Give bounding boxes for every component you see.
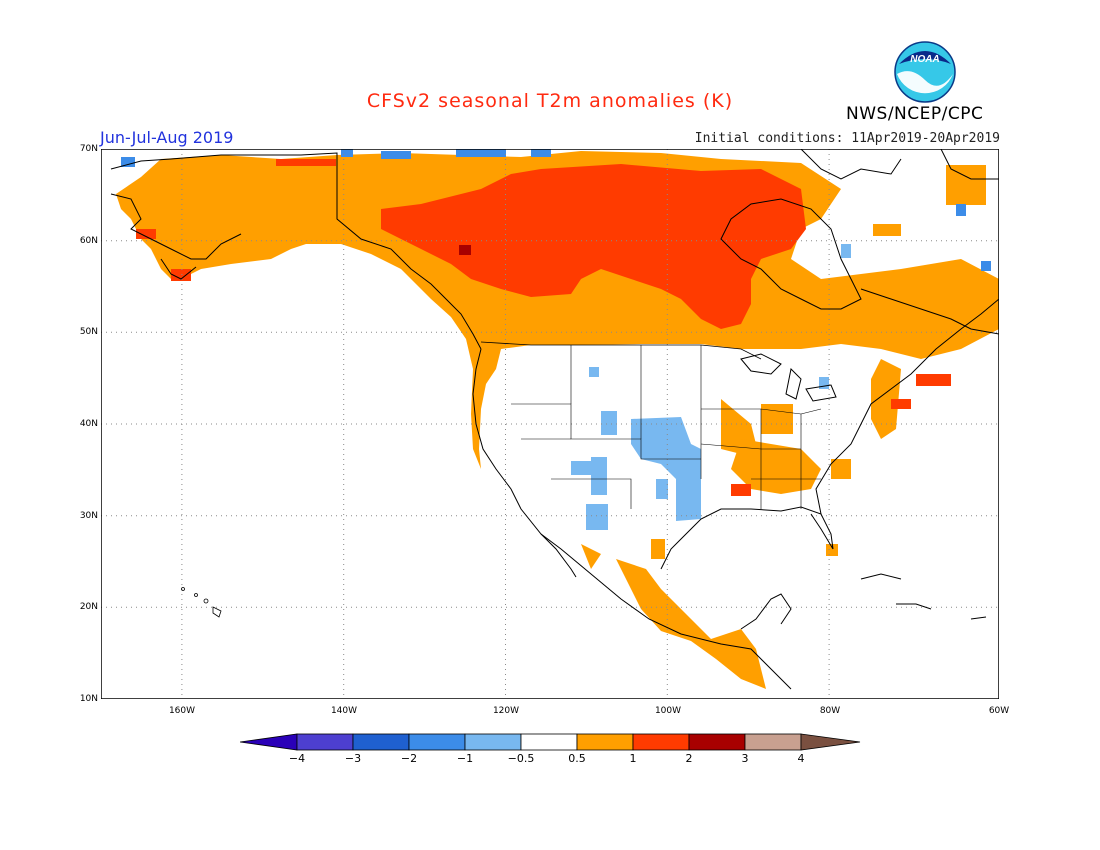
anomaly-map: [101, 149, 999, 699]
initial-conditions-label: Initial conditions: 11Apr2019-20Apr2019: [694, 131, 1000, 146]
colorbar-label: −2: [400, 752, 418, 765]
lon-label-120w: 120W: [492, 706, 520, 716]
colorbar-segment-1-2: [632, 733, 690, 751]
colorbar: [240, 733, 861, 751]
lat-label-30n: 30N: [79, 511, 98, 521]
hawaii-islands: [181, 587, 222, 618]
colorbar-label: 4: [797, 752, 805, 765]
colorbar-label: −0.5: [507, 752, 535, 765]
colorbar-label: −3: [344, 752, 362, 765]
lat-label-50n: 50N: [79, 327, 98, 337]
colorbar-label: 3: [741, 752, 749, 765]
colorbar-segment-gt-4: [800, 733, 861, 751]
lon-label-100w: 100W: [654, 706, 682, 716]
season-label: Jun-Jul-Aug 2019: [100, 128, 234, 147]
colorbar-label: −1: [456, 752, 474, 765]
lon-label-60w: 60W: [988, 706, 1010, 716]
colorbar-segment-3-2: [352, 733, 410, 751]
coastlines: [110, 149, 999, 690]
lat-label-60n: 60N: [79, 236, 98, 246]
colorbar-segment-lt-4: [240, 733, 298, 751]
agency-label: NWS/NCEP/CPC: [846, 104, 984, 124]
chart-title: CFSv2 seasonal T2m anomalies (K): [366, 90, 734, 112]
lat-label-40n: 40N: [79, 419, 98, 429]
colorbar-segment-neutral: [520, 733, 578, 751]
state-borders: [511, 345, 822, 509]
noaa-logo: NOAA: [894, 41, 956, 103]
warm-anomaly-fill-dark: [459, 245, 471, 255]
lat-label-20n: 20N: [79, 602, 98, 612]
lon-label-80w: 80W: [819, 706, 841, 716]
lat-label-10n: 10N: [79, 694, 98, 704]
cool-anomaly-fill-mid: [121, 149, 991, 271]
lon-label-140w: 140W: [330, 706, 358, 716]
colorbar-label: 1: [629, 752, 637, 765]
colorbar-segment-1-05: [464, 733, 522, 751]
colorbar-label: 0.5: [568, 752, 586, 765]
colorbar-segment-05-1: [576, 733, 634, 751]
cool-anomaly-fill-light: [571, 244, 851, 530]
lat-lon-gridlines: [101, 149, 999, 699]
colorbar-segment-2-3: [688, 733, 746, 751]
colorbar-segment-4-3: [296, 733, 354, 751]
colorbar-segment-3-4: [744, 733, 802, 751]
colorbar-label: −4: [288, 752, 306, 765]
colorbar-segment-2-1: [408, 733, 466, 751]
lat-label-70n: 70N: [79, 144, 98, 154]
lon-label-160w: 160W: [168, 706, 196, 716]
colorbar-label: 2: [685, 752, 693, 765]
warm-anomaly-fill-mid: [136, 159, 951, 496]
noaa-logo-text: NOAA: [910, 54, 939, 65]
